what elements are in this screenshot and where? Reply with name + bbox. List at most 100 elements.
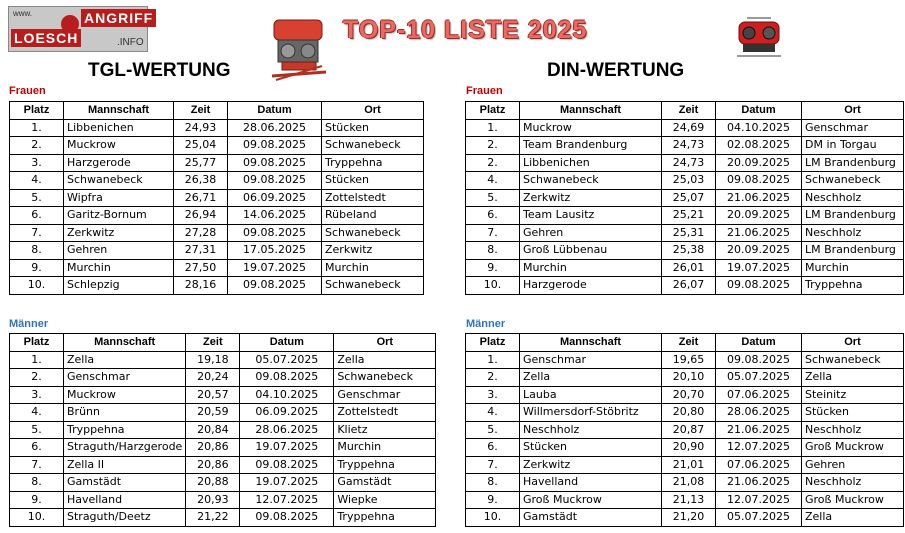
team-cell: Libbenichen <box>519 153 662 172</box>
table-row: 5. Wipfra 26,71 06.09.2025 Zottelstedt <box>9 188 424 207</box>
table-row: 3. Harzgerode 25,77 09.08.2025 Tryppehna <box>9 153 424 172</box>
table-row: 8. Groß Lübbenau 25,38 20.09.2025 LM Branden… <box>465 241 904 260</box>
platz-cell: 2. <box>465 136 520 155</box>
tgl-title: TGL-WERTUNG <box>88 60 231 81</box>
col-zeit-header: Zeit <box>661 333 716 352</box>
header-row: Platz Mannschaft Zeit Datum Ort <box>9 101 424 120</box>
tgl-pump-image <box>271 19 327 81</box>
date-cell: 28.06.2025 <box>715 403 802 422</box>
time-cell: 24,73 <box>661 136 716 155</box>
time-cell: 19,18 <box>185 350 241 369</box>
platz-cell: 2. <box>9 136 64 155</box>
platz-cell: 4. <box>465 171 520 190</box>
location-cell: Neschholz <box>801 223 904 242</box>
location-cell: LM Brandenburg <box>801 153 904 172</box>
platz-cell: 7. <box>465 223 520 242</box>
date-cell: 09.08.2025 <box>715 171 802 190</box>
time-cell: 20,90 <box>661 438 716 457</box>
location-cell: Schwanebeck <box>333 368 437 387</box>
team-cell: Murchin <box>519 258 662 277</box>
location-cell: Steinitz <box>801 385 904 404</box>
time-cell: 25,07 <box>661 188 716 207</box>
time-cell: 26,07 <box>661 276 716 295</box>
platz-cell: 2. <box>465 368 520 387</box>
date-cell: 09.08.2025 <box>239 455 335 474</box>
team-cell: Zerkwitz <box>519 188 662 207</box>
time-cell: 25,38 <box>661 241 716 260</box>
date-cell: 19.07.2025 <box>239 438 335 457</box>
time-cell: 26,94 <box>173 206 228 225</box>
col-platz-header: Platz <box>9 101 64 120</box>
table-row: 9. Murchin 27,50 19.07.2025 Murchin <box>9 258 424 277</box>
time-cell: 21,08 <box>661 473 716 492</box>
table-row: 2. Muckrow 25,04 09.08.2025 Schwanebeck <box>9 136 424 155</box>
location-cell: Rübeland <box>321 206 424 225</box>
location-cell: Stücken <box>801 403 904 422</box>
location-cell: Zerkwitz <box>321 241 424 260</box>
platz-cell: 10. <box>9 508 64 527</box>
location-cell: Zella <box>801 368 904 387</box>
platz-cell: 7. <box>465 455 520 474</box>
col-datum-header: Datum <box>227 101 322 120</box>
banner-title: TOP-10 LISTE 2025 <box>343 16 588 44</box>
time-cell: 24,73 <box>661 153 716 172</box>
logo-info-text: .INFO <box>117 37 144 48</box>
date-cell: 12.07.2025 <box>715 438 802 457</box>
team-cell: Team Brandenburg <box>519 136 662 155</box>
platz-cell: 7. <box>9 223 64 242</box>
header-row: Platz Mannschaft Zeit Datum Ort <box>9 333 437 352</box>
date-cell: 05.07.2025 <box>715 508 802 527</box>
table-row: 10. Harzgerode 26,07 09.08.2025 Tryppehna <box>465 276 904 295</box>
location-cell: Genschmar <box>801 118 904 137</box>
date-cell: 19.07.2025 <box>239 473 335 492</box>
platz-cell: 3. <box>9 153 64 172</box>
team-cell: Straguth/Harzgerode <box>62 438 187 457</box>
date-cell: 09.08.2025 <box>239 508 335 527</box>
date-cell: 19.07.2025 <box>715 258 802 277</box>
tgl-maenner-label: Männer <box>9 318 49 330</box>
team-cell: Garitz-Bornum <box>63 206 174 225</box>
date-cell: 02.08.2025 <box>715 136 802 155</box>
location-cell: LM Brandenburg <box>801 206 904 225</box>
time-cell: 24,69 <box>661 118 716 137</box>
table-row: 8. Gehren 27,31 17.05.2025 Zerkwitz <box>9 241 424 260</box>
platz-cell: 10. <box>465 276 520 295</box>
platz-cell: 6. <box>465 438 520 457</box>
table-row: 4. Willmersdorf-Stöbritz 20,80 28.06.2025 St… <box>465 403 904 422</box>
platz-cell: 10. <box>9 276 64 295</box>
table-row: 3. Lauba 20,70 07.06.2025 Steinitz <box>465 385 904 404</box>
location-cell: Schwanebeck <box>801 350 904 369</box>
date-cell: 21.06.2025 <box>715 473 802 492</box>
table-row: 7. Zerkwitz 27,28 09.08.2025 Schwanebeck <box>9 223 424 242</box>
table-row: 9. Groß Muckrow 21,13 12.07.2025 Groß Muckro… <box>465 490 904 509</box>
time-cell: 21,20 <box>661 508 716 527</box>
time-cell: 20,86 <box>185 438 241 457</box>
platz-cell: 8. <box>9 241 64 260</box>
team-cell: Brünn <box>62 403 187 422</box>
time-cell: 20,57 <box>185 385 241 404</box>
logo-www-text: www. <box>13 9 33 18</box>
table-row: 4. Schwanebeck 25,03 09.08.2025 Schwanebeck <box>465 171 904 190</box>
team-cell: Gehren <box>63 241 174 260</box>
table-row: 1. Genschmar 19,65 09.08.2025 Schwanebeck <box>465 350 904 369</box>
date-cell: 09.08.2025 <box>227 223 322 242</box>
team-cell: Havelland <box>519 473 662 492</box>
time-cell: 25,04 <box>173 136 228 155</box>
team-cell: Zella <box>519 368 662 387</box>
table-row: 6. Stücken 20,90 12.07.2025 Groß Muckrow <box>465 438 904 457</box>
col-mannschaft-header: Mannschaft <box>62 333 187 352</box>
time-cell: 20,10 <box>661 368 716 387</box>
header-row: Platz Mannschaft Zeit Datum Ort <box>465 101 904 120</box>
platz-cell: 9. <box>465 258 520 277</box>
col-zeit-header: Zeit <box>661 101 716 120</box>
din-pump-image <box>737 17 781 57</box>
header-row: Platz Mannschaft Zeit Datum Ort <box>465 333 904 352</box>
time-cell: 27,50 <box>173 258 228 277</box>
platz-cell: 3. <box>9 385 64 404</box>
team-cell: Groß Lübbenau <box>519 241 662 260</box>
time-cell: 19,65 <box>661 350 716 369</box>
logo-loesch-text: LOESCH <box>11 29 82 47</box>
platz-cell: 4. <box>465 403 520 422</box>
team-cell: Zella II <box>62 455 187 474</box>
time-cell: 21,13 <box>661 490 716 509</box>
